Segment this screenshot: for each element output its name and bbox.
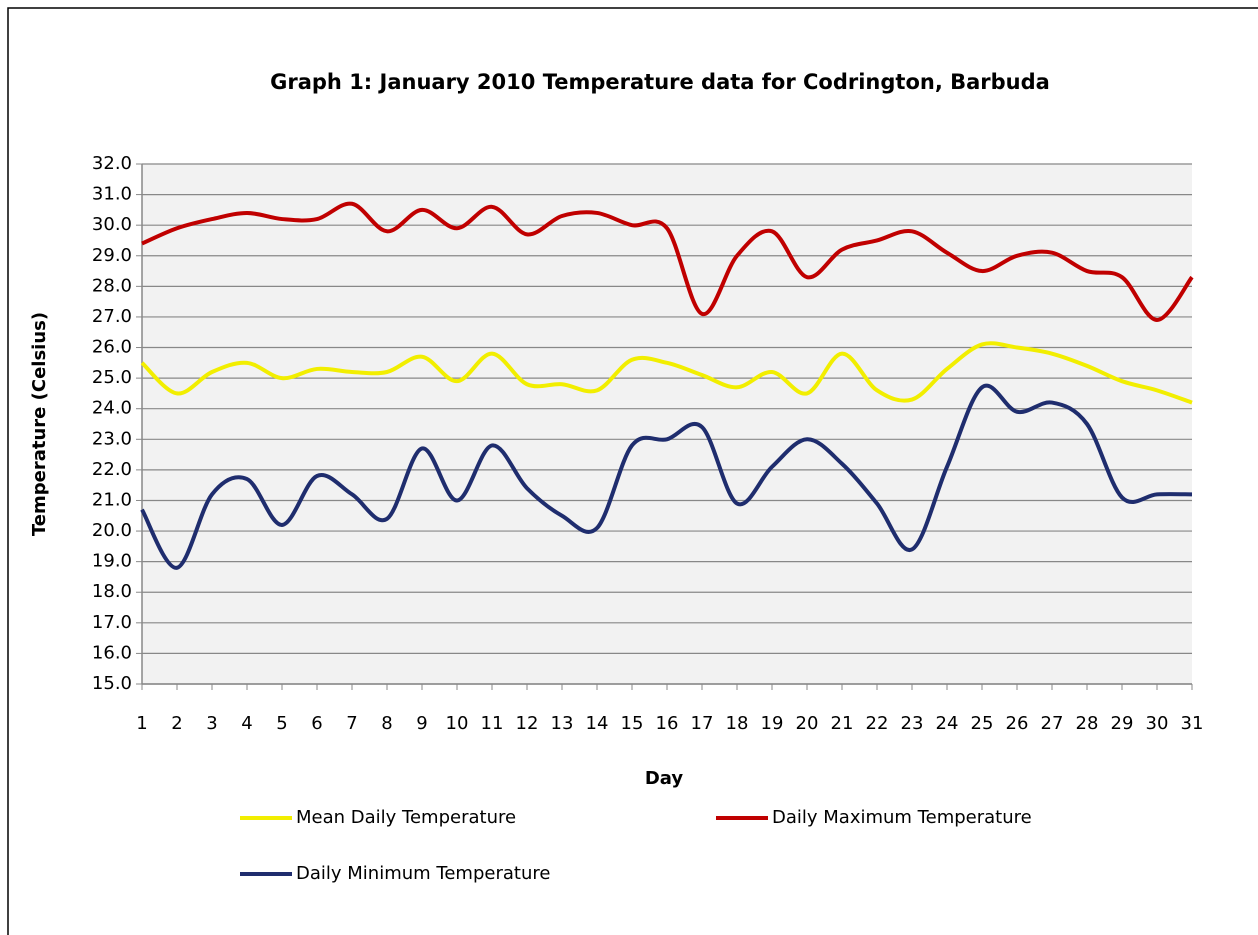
x-tick-label: 13 bbox=[551, 713, 574, 734]
x-tick-label: 14 bbox=[586, 713, 609, 734]
series-line bbox=[140, 341, 1193, 405]
x-tick-label: 3 bbox=[206, 713, 217, 734]
x-tick-label: 11 bbox=[481, 713, 504, 734]
series-line bbox=[140, 383, 1193, 570]
x-tick-label: 21 bbox=[831, 713, 854, 734]
x-tick-label: 16 bbox=[656, 713, 679, 734]
y-tick-label: 27.0 bbox=[92, 306, 132, 327]
x-tick-label: 22 bbox=[866, 713, 889, 734]
x-tick-label: 6 bbox=[311, 713, 322, 734]
y-tick-label: 28.0 bbox=[92, 275, 132, 296]
x-tick-label: 2 bbox=[171, 713, 182, 734]
legend-label: Mean Daily Temperature bbox=[296, 807, 516, 828]
x-tick-label: 27 bbox=[1041, 713, 1064, 734]
x-tick-label: 4 bbox=[241, 713, 252, 734]
series-line bbox=[141, 201, 1194, 322]
x-tick-label: 15 bbox=[621, 713, 644, 734]
y-tick-label: 16.0 bbox=[92, 642, 132, 663]
x-tick-label: 19 bbox=[761, 713, 784, 734]
x-tick-label: 25 bbox=[971, 713, 994, 734]
y-tick-label: 25.0 bbox=[92, 367, 132, 388]
x-tick-label: 5 bbox=[276, 713, 287, 734]
x-tick-label: 31 bbox=[1181, 713, 1204, 734]
y-tick-label: 24.0 bbox=[92, 398, 132, 419]
x-tick-label: 12 bbox=[516, 713, 539, 734]
x-axis-title: Day bbox=[645, 768, 684, 789]
x-tick-label: 26 bbox=[1006, 713, 1029, 734]
y-tick-label: 29.0 bbox=[92, 245, 132, 266]
y-tick-label: 20.0 bbox=[92, 520, 132, 541]
y-tick-label: 17.0 bbox=[92, 612, 132, 633]
y-tick-label: 23.0 bbox=[92, 428, 132, 449]
y-tick-label: 19.0 bbox=[92, 551, 132, 572]
y-tick-label: 15.0 bbox=[92, 673, 132, 694]
x-tick-label: 8 bbox=[381, 713, 392, 734]
x-tick-label: 1 bbox=[136, 713, 147, 734]
x-tick-label: 23 bbox=[901, 713, 924, 734]
x-tick-label: 9 bbox=[416, 713, 427, 734]
x-tick-label: 30 bbox=[1146, 713, 1169, 734]
legend-label: Daily Minimum Temperature bbox=[296, 863, 550, 884]
x-tick-label: 24 bbox=[936, 713, 959, 734]
y-tick-label: 31.0 bbox=[92, 184, 132, 205]
x-tick-label: 20 bbox=[796, 713, 819, 734]
y-tick-label: 30.0 bbox=[92, 214, 132, 235]
x-tick-label: 10 bbox=[446, 713, 469, 734]
y-tick-label: 22.0 bbox=[92, 459, 132, 480]
chart-title: Graph 1: January 2010 Temperature data f… bbox=[270, 70, 1050, 94]
plot-area bbox=[142, 164, 1192, 684]
x-tick-label: 17 bbox=[691, 713, 714, 734]
legend-label: Daily Maximum Temperature bbox=[772, 807, 1032, 828]
y-axis-title: Temperature (Celsius) bbox=[29, 312, 50, 536]
y-tick-label: 26.0 bbox=[92, 337, 132, 358]
y-tick-label: 21.0 bbox=[92, 489, 132, 510]
y-tick-label: 18.0 bbox=[92, 581, 132, 602]
x-tick-label: 29 bbox=[1111, 713, 1134, 734]
y-tick-label: 32.0 bbox=[92, 153, 132, 174]
x-tick-label: 7 bbox=[346, 713, 357, 734]
x-tick-label: 28 bbox=[1076, 713, 1099, 734]
x-tick-label: 18 bbox=[726, 713, 749, 734]
